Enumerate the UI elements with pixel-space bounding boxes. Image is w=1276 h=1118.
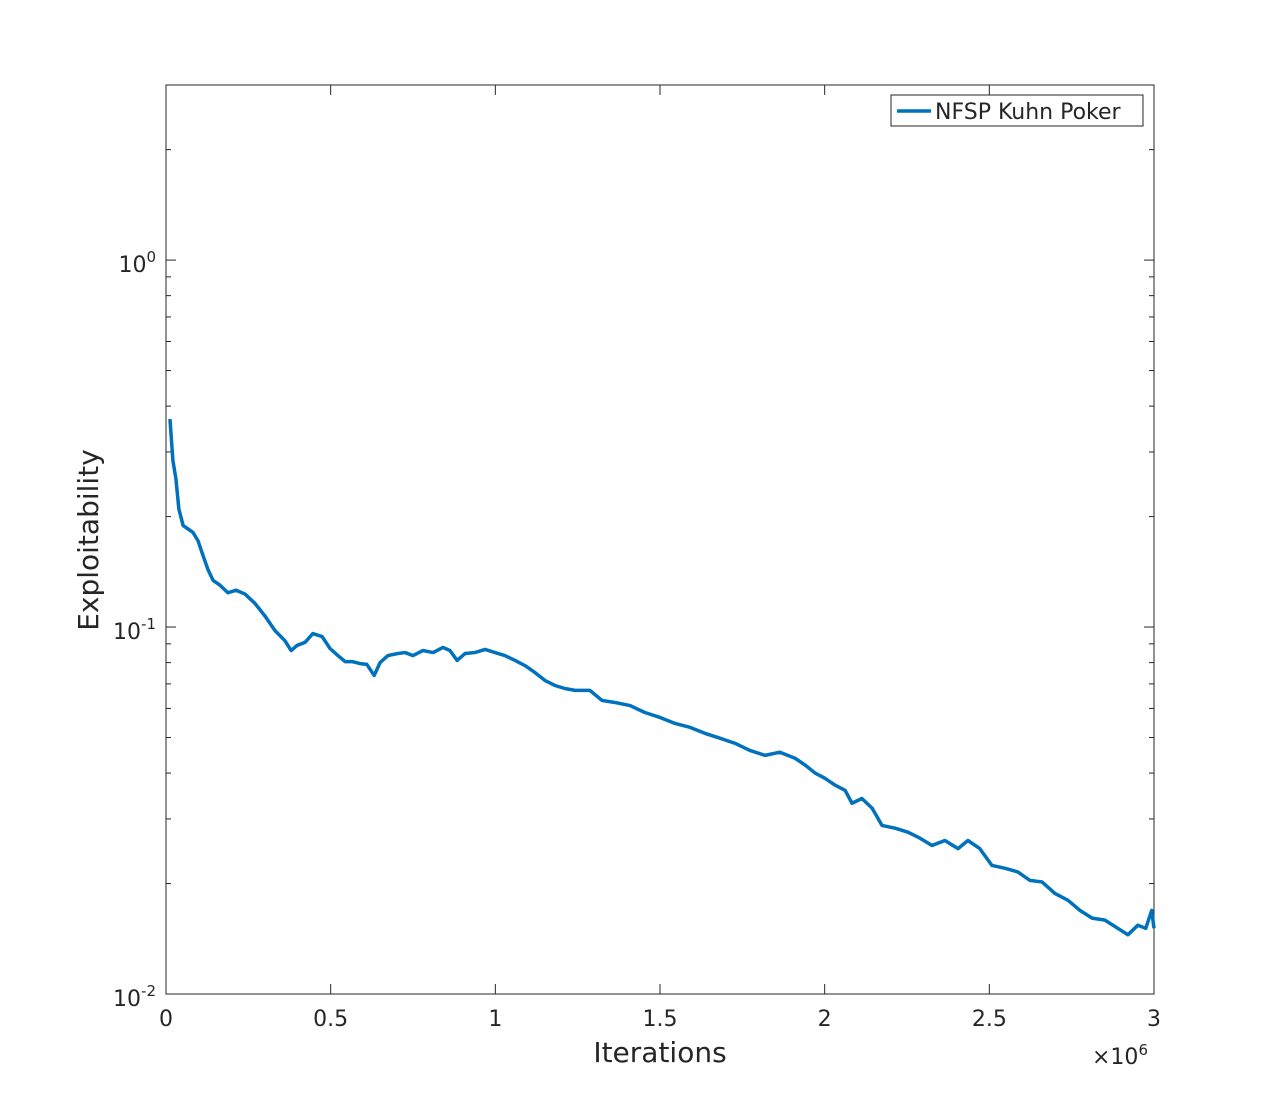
x-tick-label: 1: [488, 1007, 502, 1032]
y-axis-label: Exploitability: [72, 449, 105, 631]
y-tick-exponent: 0: [146, 248, 156, 266]
x-multiplier-exponent: 6: [1138, 1041, 1148, 1059]
y-tick-base: 10: [118, 253, 146, 278]
y-tick-base: 10: [113, 620, 141, 645]
x-tick-label: 0: [159, 1007, 173, 1032]
y-tick-label: 10-1: [113, 615, 156, 645]
x-tick-label: 3: [1147, 1007, 1161, 1032]
plot-area: [165, 84, 1155, 995]
y-tick-base: 10: [113, 987, 141, 1012]
legend-label: NFSP Kuhn Poker: [935, 100, 1122, 125]
legend-box: [890, 94, 1144, 127]
y-tick-label: 100: [118, 248, 156, 278]
y-tick-exponent: -1: [141, 615, 156, 633]
x-multiplier: ×106: [1092, 1041, 1148, 1070]
x-tick-label: 1.5: [643, 1007, 678, 1032]
x-axis-label: Iterations: [593, 1036, 726, 1069]
x-multiplier-base: ×10: [1092, 1045, 1138, 1070]
x-tick-label: 0.5: [313, 1007, 348, 1032]
y-tick-label: 10-2: [113, 982, 156, 1012]
x-tick-label: 2.5: [972, 1007, 1007, 1032]
data-line: [168, 418, 1156, 937]
x-tick-label: 2: [818, 1007, 832, 1032]
y-tick-exponent: -2: [141, 982, 156, 1000]
